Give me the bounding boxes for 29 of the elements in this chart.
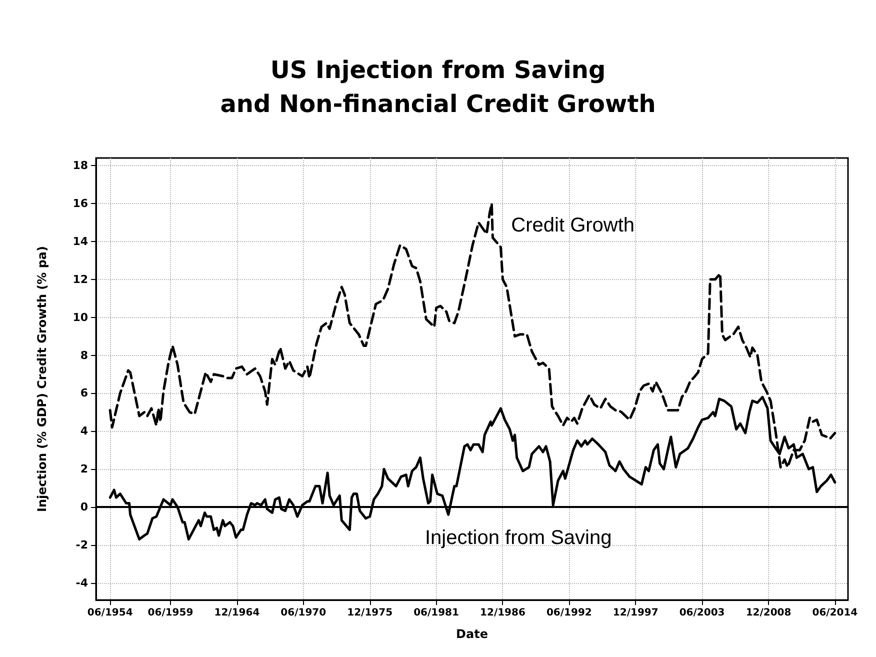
x-tick-label: 12/1975 xyxy=(347,608,393,618)
x-axis-title: Date xyxy=(456,627,488,641)
y-tick-label: 10 xyxy=(72,310,88,324)
x-tick-label: 12/1964 xyxy=(214,608,260,618)
y-axis-title: Injection (% GDP) Credit Growth (% pa) xyxy=(35,246,49,512)
x-tick-label: 12/1986 xyxy=(480,608,526,618)
x-tick-label: 12/1997 xyxy=(612,608,658,618)
x-tick-label: 06/1959 xyxy=(148,608,194,618)
y-tick-label: 4 xyxy=(80,424,88,438)
series-label: Injection from Saving xyxy=(424,527,612,550)
x-tick-label: 06/2014 xyxy=(812,608,858,618)
y-tick-label: 2 xyxy=(80,462,88,476)
y-tick-label: 0 xyxy=(80,500,88,514)
y-tick-label: -2 xyxy=(76,538,88,552)
x-tick-label: 06/1970 xyxy=(280,608,326,618)
y-tick-label: 6 xyxy=(80,386,88,400)
y-tick-label: 18 xyxy=(72,159,88,172)
x-tick-label: 12/2008 xyxy=(746,608,792,618)
x-tick-label: 06/2003 xyxy=(679,608,725,618)
y-tick-label: 16 xyxy=(72,197,88,210)
y-tick-label: 12 xyxy=(72,272,88,286)
series-label: Credit Growth xyxy=(511,214,635,237)
y-tick-label: -4 xyxy=(76,576,88,590)
y-tick-label: 14 xyxy=(72,234,88,248)
chart-title: US Injection from Saving and Non-financial Credit Growth xyxy=(220,56,656,118)
x-tick-label: 06/1981 xyxy=(414,608,460,618)
x-tick-label: 06/1992 xyxy=(546,608,592,618)
y-tick-label: 8 xyxy=(80,348,88,362)
x-tick-label: 06/1954 xyxy=(87,608,133,618)
